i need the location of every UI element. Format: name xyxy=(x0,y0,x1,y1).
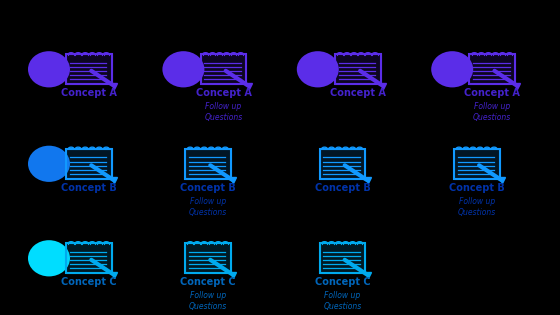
Ellipse shape xyxy=(431,51,473,87)
Text: Concept C: Concept C xyxy=(315,277,370,287)
FancyBboxPatch shape xyxy=(185,149,231,179)
FancyBboxPatch shape xyxy=(185,243,231,273)
Text: Follow up
Questions: Follow up Questions xyxy=(189,291,227,312)
Text: Follow up
Questions: Follow up Questions xyxy=(204,102,242,123)
Text: Follow up
Questions: Follow up Questions xyxy=(473,102,511,123)
Text: Concept A: Concept A xyxy=(330,88,386,98)
Text: Follow up
Questions: Follow up Questions xyxy=(189,197,227,217)
Ellipse shape xyxy=(162,51,204,87)
Text: Concept C: Concept C xyxy=(61,277,117,287)
Text: Follow up
Questions: Follow up Questions xyxy=(458,197,496,217)
Text: Concept A: Concept A xyxy=(195,88,251,98)
Text: Concept A: Concept A xyxy=(464,88,520,98)
FancyBboxPatch shape xyxy=(200,54,246,84)
Text: Follow up
Questions: Follow up Questions xyxy=(323,291,362,312)
Text: Concept B: Concept B xyxy=(180,183,236,193)
FancyBboxPatch shape xyxy=(320,243,365,273)
FancyBboxPatch shape xyxy=(454,149,500,179)
Text: Concept B: Concept B xyxy=(315,183,370,193)
Text: Concept C: Concept C xyxy=(180,277,236,287)
FancyBboxPatch shape xyxy=(66,54,112,84)
Text: Concept A: Concept A xyxy=(61,88,117,98)
FancyBboxPatch shape xyxy=(335,54,381,84)
Ellipse shape xyxy=(28,240,70,277)
FancyBboxPatch shape xyxy=(469,54,515,84)
Ellipse shape xyxy=(28,51,70,87)
FancyBboxPatch shape xyxy=(66,149,112,179)
FancyBboxPatch shape xyxy=(66,243,112,273)
FancyBboxPatch shape xyxy=(320,149,365,179)
Ellipse shape xyxy=(28,146,70,182)
Text: Concept B: Concept B xyxy=(61,183,117,193)
Ellipse shape xyxy=(297,51,339,87)
Text: Concept B: Concept B xyxy=(449,183,505,193)
